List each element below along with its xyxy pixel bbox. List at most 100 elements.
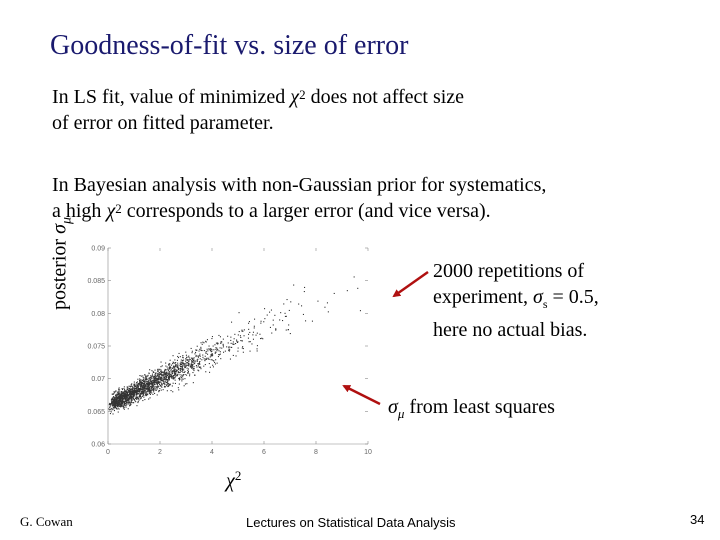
data-point xyxy=(176,369,178,371)
data-point xyxy=(173,369,175,371)
data-point xyxy=(241,340,243,342)
data-point xyxy=(270,309,272,311)
data-point xyxy=(285,329,287,331)
data-point xyxy=(181,374,183,376)
data-point xyxy=(184,364,186,366)
data-point xyxy=(160,369,162,371)
data-point xyxy=(177,366,179,368)
data-point xyxy=(140,389,142,391)
data-point xyxy=(303,291,305,293)
data-point xyxy=(165,369,167,371)
data-point xyxy=(163,377,165,379)
data-point xyxy=(182,374,184,376)
data-point xyxy=(214,352,216,354)
data-point xyxy=(194,362,196,364)
data-point xyxy=(142,389,144,391)
data-point xyxy=(141,392,143,394)
data-point xyxy=(185,365,187,367)
data-point xyxy=(123,391,125,393)
data-point xyxy=(136,388,138,390)
data-point xyxy=(170,375,172,377)
annotation-repetitions: 2000 repetitions of experiment, σs = 0.5… xyxy=(433,258,599,343)
data-point xyxy=(150,389,152,391)
data-point xyxy=(123,396,125,398)
data-point xyxy=(177,369,179,371)
x-tick-label: 8 xyxy=(314,449,318,456)
data-point xyxy=(200,342,202,344)
data-point xyxy=(149,386,151,388)
data-point xyxy=(129,388,131,390)
data-point xyxy=(148,377,150,379)
data-point xyxy=(190,366,192,368)
data-point xyxy=(152,385,154,387)
data-point xyxy=(153,391,155,393)
data-point xyxy=(155,386,157,388)
data-point xyxy=(110,403,112,405)
data-point xyxy=(121,399,123,401)
data-point xyxy=(124,391,126,393)
data-point xyxy=(129,398,131,400)
data-point xyxy=(180,367,182,369)
data-point xyxy=(154,383,156,385)
data-point xyxy=(109,413,111,415)
data-point xyxy=(120,392,122,394)
data-point xyxy=(162,382,164,384)
data-point xyxy=(183,369,185,371)
data-point xyxy=(124,402,126,404)
data-point xyxy=(171,376,173,378)
data-point xyxy=(181,367,183,369)
data-point xyxy=(139,381,141,383)
data-point xyxy=(122,398,124,400)
data-point xyxy=(167,379,169,381)
data-point xyxy=(151,382,153,384)
data-point xyxy=(165,375,167,377)
data-point xyxy=(149,377,151,379)
data-point xyxy=(112,401,114,403)
data-point xyxy=(269,311,271,313)
data-point xyxy=(149,397,151,399)
data-point xyxy=(186,367,188,369)
data-point xyxy=(117,411,119,413)
data-point xyxy=(130,402,132,404)
data-point xyxy=(118,402,120,404)
data-point xyxy=(177,362,179,364)
data-point xyxy=(115,407,117,409)
data-point xyxy=(162,379,164,381)
data-point xyxy=(264,318,266,320)
data-point xyxy=(152,388,154,390)
data-point xyxy=(205,358,207,360)
data-point xyxy=(160,366,162,368)
data-point xyxy=(217,356,219,358)
data-point xyxy=(242,330,244,332)
data-point xyxy=(185,358,187,360)
data-point xyxy=(288,309,290,311)
data-point xyxy=(200,349,202,351)
data-point xyxy=(116,395,118,397)
data-point xyxy=(199,353,201,355)
data-point xyxy=(151,383,153,385)
data-point xyxy=(168,379,170,381)
data-point xyxy=(164,378,166,380)
data-point xyxy=(181,380,183,382)
data-point xyxy=(139,382,141,384)
data-point xyxy=(122,397,124,399)
data-point xyxy=(161,377,163,379)
data-point xyxy=(131,383,133,385)
data-point xyxy=(140,381,142,383)
data-point xyxy=(114,397,116,399)
data-point xyxy=(195,349,197,351)
data-point xyxy=(137,393,139,395)
data-point xyxy=(116,408,118,410)
data-point xyxy=(171,374,173,376)
data-point xyxy=(148,398,150,400)
data-point xyxy=(114,406,116,408)
data-point xyxy=(137,397,139,399)
chi-symbol: χ xyxy=(290,86,300,108)
data-point xyxy=(179,377,181,379)
plot-ticks: 0 2 4 6 8 10 0.06 0.065 0.07 0.075 0.08 0.085 0.09 xyxy=(87,246,372,457)
data-point xyxy=(125,393,127,395)
data-point xyxy=(128,389,130,391)
data-point xyxy=(108,408,110,410)
data-point xyxy=(146,394,148,396)
data-point xyxy=(158,372,160,374)
